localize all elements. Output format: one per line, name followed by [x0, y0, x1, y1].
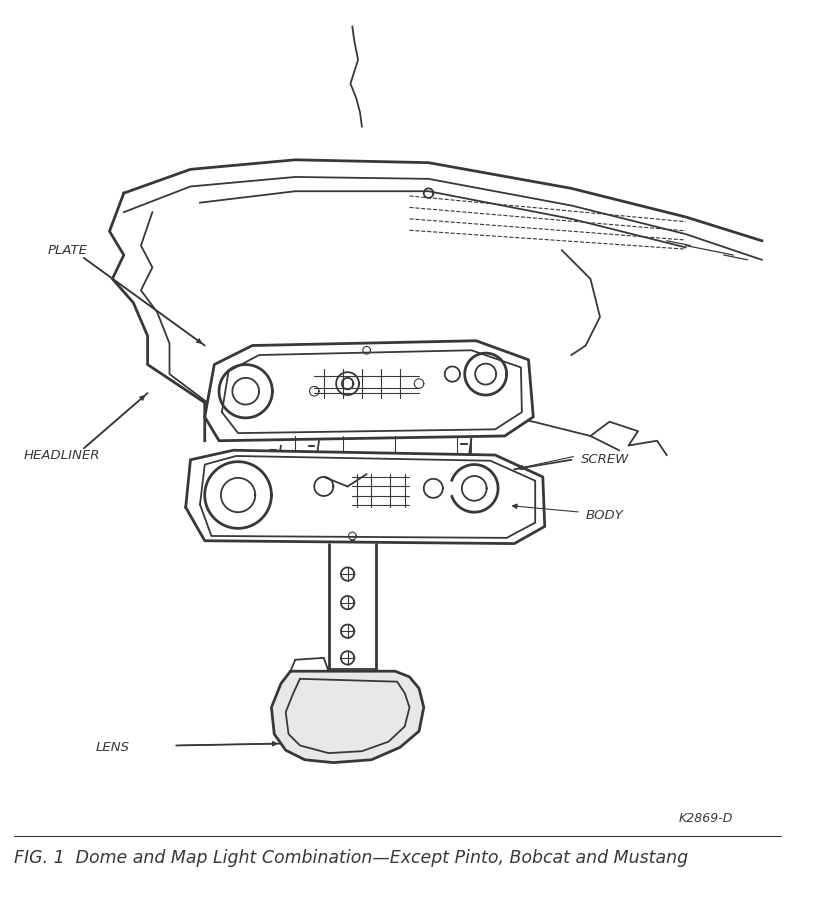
Text: PLATE: PLATE	[48, 244, 88, 257]
Polygon shape	[205, 341, 533, 441]
Text: FIG. 1  Dome and Map Light Combination—Except Pinto, Bobcat and Mustang: FIG. 1 Dome and Map Light Combination—Ex…	[14, 849, 688, 867]
Text: HEADLINER: HEADLINER	[23, 448, 100, 462]
Text: LENS: LENS	[95, 741, 130, 754]
Polygon shape	[272, 671, 424, 763]
Text: BODY: BODY	[586, 508, 624, 521]
Text: SCREW: SCREW	[581, 454, 630, 466]
Text: K2869-D: K2869-D	[679, 812, 733, 824]
Polygon shape	[186, 450, 545, 544]
